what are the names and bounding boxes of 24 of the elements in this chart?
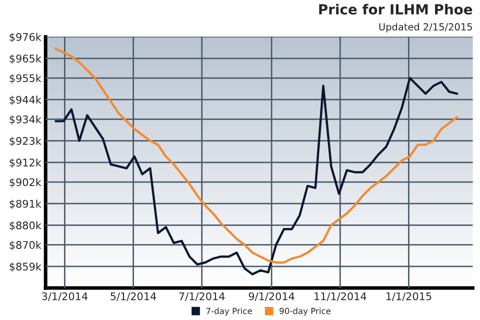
y-tick-label: $912k [10, 158, 42, 168]
y-tick-label: $880k [10, 221, 42, 231]
y-tick-label: $923k [10, 136, 42, 146]
y-tick-label: $859k [10, 262, 42, 272]
y-tick-label: $891k [10, 200, 42, 210]
y-tick-label: $955k [10, 74, 42, 84]
y-tick-label: $944k [10, 96, 42, 106]
x-tick-label: 11/1/2014 [314, 292, 366, 302]
x-tick-label: 7/1/2014 [179, 292, 225, 302]
chart-title: Price for ILHM Phoe [319, 4, 472, 15]
x-tick-label: 5/1/2014 [110, 292, 156, 302]
y-tick-label: $976k [10, 32, 42, 42]
x-tick-label: 3/1/2014 [42, 292, 88, 302]
y-tick-label: $870k [10, 240, 42, 250]
chart-subtitle: Updated 2/15/2015 [379, 23, 472, 32]
y-tick-label: $965k [10, 54, 42, 64]
legend-label: 90-day Price [280, 308, 331, 316]
line-series [54, 76, 458, 276]
y-tick-label: $902k [10, 178, 42, 188]
legend-label: 7-day Price [206, 308, 252, 316]
y-tick-label: $934k [10, 115, 42, 125]
x-tick-label: 9/1/2014 [248, 292, 294, 302]
line-series [54, 47, 458, 264]
x-tick-label: 1/1/2015 [386, 292, 432, 302]
